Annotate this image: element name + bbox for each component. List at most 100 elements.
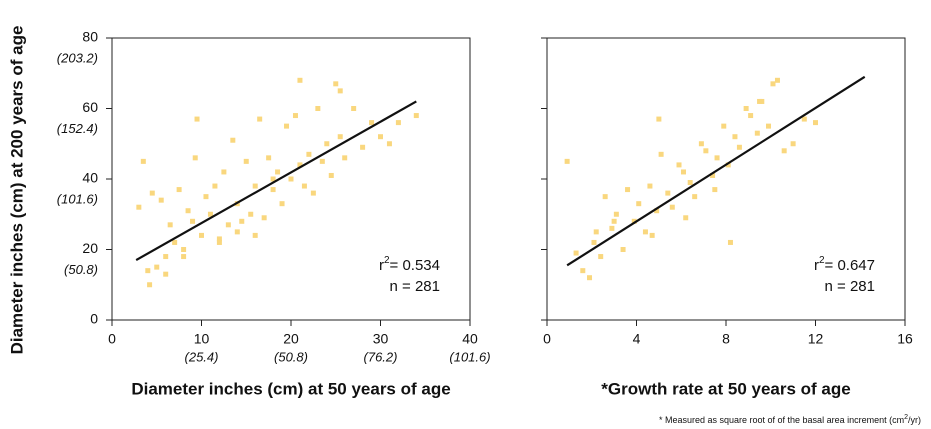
x-tick-label: 10 xyxy=(194,331,210,347)
x-tick-label: 4 xyxy=(633,331,641,347)
y-tick-label-cm: (50.8) xyxy=(64,262,98,277)
point xyxy=(297,162,303,168)
point xyxy=(386,141,392,147)
point xyxy=(591,239,597,245)
point xyxy=(158,197,164,203)
footnote: * Measured as square root of of the basa… xyxy=(659,414,921,426)
point xyxy=(212,183,218,189)
x-tick-label-cm: (76.2) xyxy=(364,349,398,364)
point xyxy=(712,187,718,193)
annotation-n: n = 281 xyxy=(825,278,875,295)
point xyxy=(266,155,272,161)
point xyxy=(647,183,653,189)
point xyxy=(801,116,807,122)
point xyxy=(649,232,655,238)
point xyxy=(337,88,343,94)
point xyxy=(270,187,276,193)
r-sup: 2 xyxy=(819,255,825,266)
point xyxy=(587,275,593,281)
x-tick-label: 0 xyxy=(108,331,116,347)
point xyxy=(181,247,187,252)
point xyxy=(669,204,675,210)
point xyxy=(145,268,151,274)
point xyxy=(413,113,419,119)
point xyxy=(234,229,240,235)
point xyxy=(813,120,818,126)
point xyxy=(310,190,316,196)
point xyxy=(727,239,733,245)
point xyxy=(757,98,763,104)
point xyxy=(564,158,570,164)
x-tick-label: 8 xyxy=(722,331,730,347)
point xyxy=(676,162,682,168)
point xyxy=(781,148,787,154)
point xyxy=(732,134,738,140)
point xyxy=(154,264,160,270)
point xyxy=(149,190,155,196)
point xyxy=(580,268,586,274)
point xyxy=(243,158,249,164)
point xyxy=(225,222,231,228)
point xyxy=(319,158,325,164)
point xyxy=(230,137,236,143)
point xyxy=(140,158,146,164)
point xyxy=(192,155,198,161)
y-axis-label: Diameter inches (cm) at 200 years of age xyxy=(7,26,26,355)
point xyxy=(252,232,258,238)
x-tick-label-cm: (101.6) xyxy=(449,349,490,364)
point xyxy=(774,77,780,83)
y-tick-label-cm: (101.6) xyxy=(57,191,98,206)
regression-line xyxy=(566,75,866,267)
x-tick-label: 16 xyxy=(897,331,913,347)
point xyxy=(147,282,153,288)
point xyxy=(683,215,689,221)
point xyxy=(257,116,263,122)
point xyxy=(163,254,169,260)
point xyxy=(790,141,796,147)
point xyxy=(598,254,604,260)
point xyxy=(351,106,357,111)
r-value: = 0.647 xyxy=(825,257,875,274)
point xyxy=(324,141,330,147)
y-tick-label: 80 xyxy=(82,29,98,45)
point xyxy=(613,211,619,217)
point xyxy=(297,77,303,83)
point xyxy=(770,81,776,87)
x-tick-label: 40 xyxy=(462,331,478,347)
point xyxy=(611,218,617,224)
x-tick-label: 0 xyxy=(543,331,551,347)
point xyxy=(748,113,754,119)
point xyxy=(342,155,348,161)
point xyxy=(199,232,204,238)
point xyxy=(172,239,178,245)
point xyxy=(270,176,276,182)
x-tick-label: 30 xyxy=(373,331,389,347)
annotation-r2: r2= 0.534 xyxy=(379,255,440,274)
annotation-r2: r2= 0.647 xyxy=(814,255,875,274)
point xyxy=(163,271,169,277)
y-tick-label: 20 xyxy=(82,240,98,256)
point xyxy=(337,134,343,140)
point xyxy=(194,116,200,122)
point xyxy=(333,81,339,87)
point xyxy=(395,120,401,126)
point xyxy=(275,169,281,175)
point xyxy=(181,254,187,260)
point xyxy=(369,120,375,126)
point xyxy=(261,215,267,221)
r-value: = 0.534 xyxy=(390,257,440,274)
point xyxy=(360,144,366,150)
point xyxy=(315,106,321,111)
point xyxy=(136,204,142,210)
r-text: r xyxy=(814,257,819,274)
x-tick-label: 12 xyxy=(808,331,824,347)
point xyxy=(292,113,298,119)
point xyxy=(625,187,631,193)
point xyxy=(658,151,664,157)
point xyxy=(680,169,686,175)
point xyxy=(743,106,749,111)
point xyxy=(766,123,772,129)
y-tick-label: 0 xyxy=(90,311,98,327)
point xyxy=(698,141,704,147)
